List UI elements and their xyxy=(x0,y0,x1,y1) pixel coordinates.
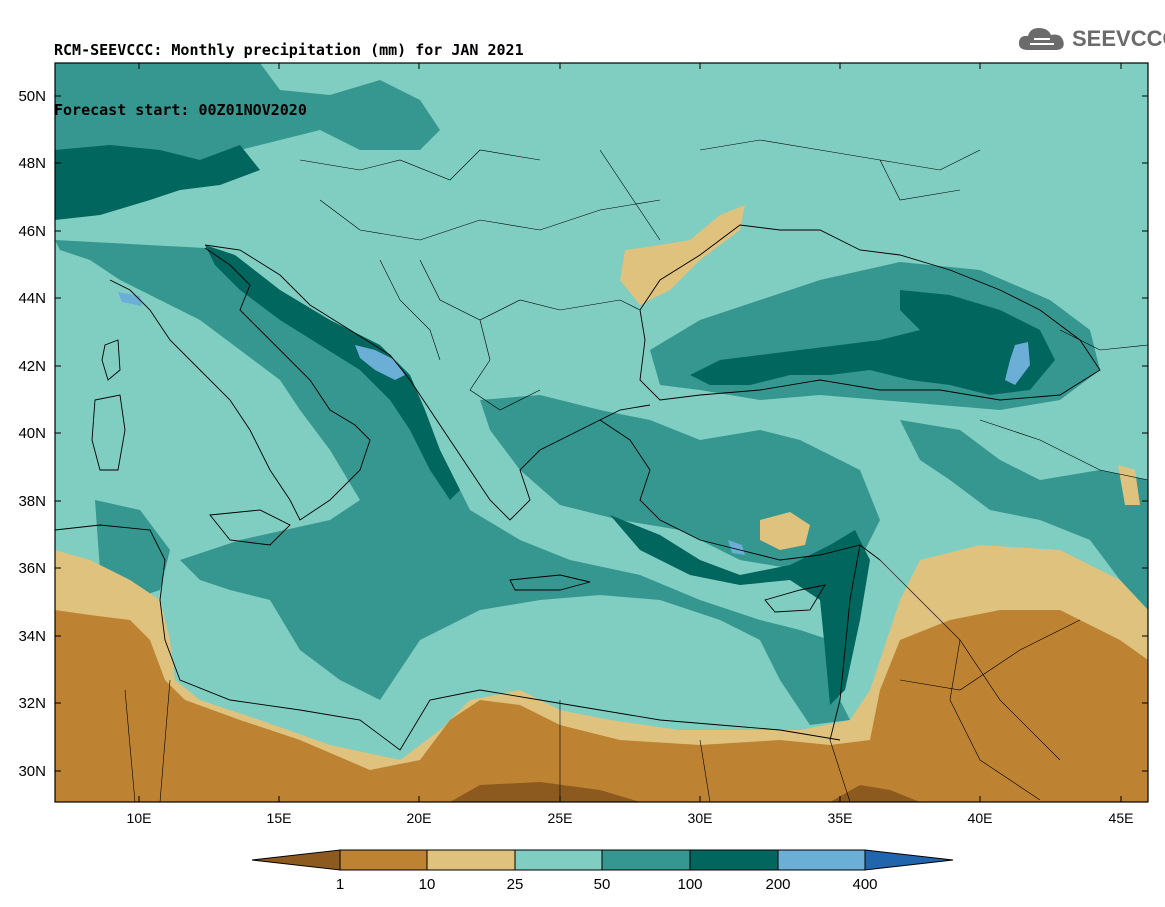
colorbar-segment xyxy=(514,849,603,871)
lon-label: 15E xyxy=(267,810,292,826)
lon-label: 40E xyxy=(968,810,993,826)
field-100-200-taurus xyxy=(610,515,870,705)
field-below-1 xyxy=(450,782,920,802)
coast-blacksea xyxy=(639,224,1101,401)
logo-text: SEEVCCC xyxy=(1072,26,1165,51)
field-200-400-caucasus xyxy=(1005,342,1030,385)
lat-label: 32N xyxy=(18,695,46,712)
colorbar-segment xyxy=(689,849,779,871)
colorbar-label: 100 xyxy=(677,876,702,893)
field-1-10-north-africa xyxy=(55,610,1148,802)
field-100-200-alps xyxy=(55,145,260,220)
coast-balkans xyxy=(204,244,651,521)
lon-label: 45E xyxy=(1109,810,1134,826)
coast-levant xyxy=(829,544,861,741)
map-title: RCM-SEEVCCC: Monthly precipitation (mm) … xyxy=(54,0,524,140)
lat-label: 40N xyxy=(18,425,46,442)
coast-sardinia xyxy=(91,394,126,471)
lat-label: 38N xyxy=(18,493,46,510)
field-200-400-adriatic xyxy=(355,345,405,380)
lon-axis: 10E 15E 20E 25E 30E 35E 40E 45E xyxy=(127,810,1134,826)
field-100-200-caucasus xyxy=(690,290,1055,395)
colorbar-label: 25 xyxy=(507,876,524,893)
colorbar-label: 10 xyxy=(419,876,436,893)
lon-label: 25E xyxy=(548,810,573,826)
title-line-1: RCM-SEEVCCC: Monthly precipitation (mm) … xyxy=(54,41,524,59)
field-50-100-turkey-east xyxy=(900,420,1148,610)
lon-label: 20E xyxy=(407,810,432,826)
colorbar-segment xyxy=(777,849,866,871)
lon-label: 10E xyxy=(127,810,152,826)
colorbar-arrow-left xyxy=(251,849,341,871)
coast-sicily xyxy=(209,509,291,546)
coast-north-africa xyxy=(55,524,841,751)
field-10-25-romania xyxy=(620,205,745,305)
lon-label: 30E xyxy=(688,810,713,826)
lon-label: 35E xyxy=(828,810,853,826)
precipitation-field xyxy=(55,63,1148,802)
coast-italy xyxy=(109,247,371,521)
colorbar-label: 400 xyxy=(852,876,877,893)
colorbar-arrow-right xyxy=(864,849,954,871)
colorbar: 1 10 25 50 100 200 400 xyxy=(251,849,954,893)
colorbar-label: 200 xyxy=(765,876,790,893)
field-10-25-turkey-patch xyxy=(760,512,810,550)
cloud-icon xyxy=(1018,28,1064,50)
lat-label: 36N xyxy=(18,560,46,577)
border-network xyxy=(124,139,1148,802)
colorbar-label: 1 xyxy=(336,876,344,893)
colorbar-label: 50 xyxy=(594,876,611,893)
coast-turkey xyxy=(599,419,881,561)
title-line-2: Forecast start: 00Z01NOV2020 xyxy=(54,101,307,119)
lat-label: 30N xyxy=(18,763,46,780)
coast-corsica xyxy=(101,339,121,381)
lon-ticks xyxy=(138,63,1122,802)
field-200-400-taurus xyxy=(728,540,745,555)
lat-axis: 50N 48N 46N 44N 42N 40N 38N 36N 34N 32N … xyxy=(18,88,46,780)
colorbar-segment xyxy=(601,849,691,871)
seevccc-logo: SEEVCCC xyxy=(1016,22,1165,56)
colorbar-segment xyxy=(339,849,428,871)
lat-label: 34N xyxy=(18,628,46,645)
lat-label: 46N xyxy=(18,223,46,240)
colorbar-segment xyxy=(426,849,516,871)
coast-crete xyxy=(509,574,591,591)
coastlines-borders xyxy=(55,139,1148,802)
coast-cyprus xyxy=(764,584,826,613)
lat-label: 44N xyxy=(18,290,46,307)
lat-label: 50N xyxy=(18,88,46,105)
lat-ticks xyxy=(55,95,1148,772)
lat-label: 42N xyxy=(18,358,46,375)
field-100-200-adriatic xyxy=(205,245,460,500)
lat-label: 48N xyxy=(18,155,46,172)
